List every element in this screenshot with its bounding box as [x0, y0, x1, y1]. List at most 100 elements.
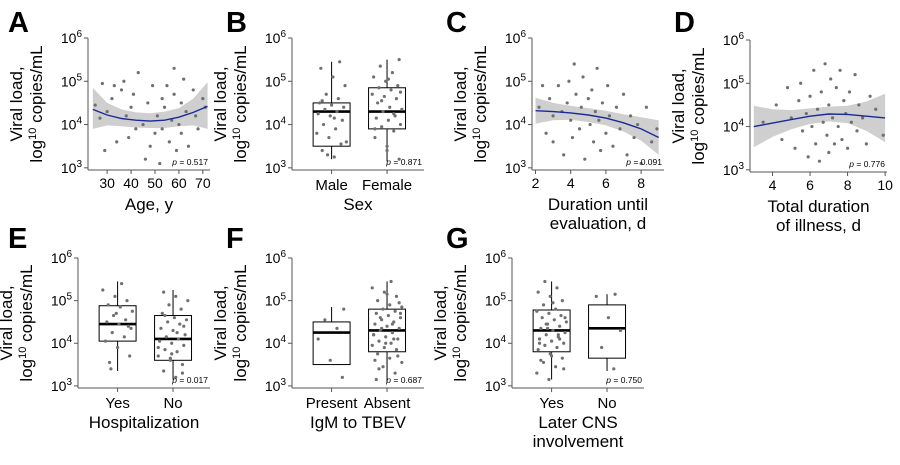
data-point [377, 86, 381, 90]
y-tick-label: 103 [61, 159, 83, 176]
data-point [539, 358, 543, 362]
data-point [612, 367, 616, 371]
data-point [554, 307, 558, 311]
data-point [810, 124, 814, 129]
data-point [174, 148, 179, 153]
data-point [607, 114, 612, 118]
data-point [827, 150, 831, 155]
data-point [194, 114, 198, 118]
data-point [855, 129, 859, 133]
panel-letter: A [8, 7, 29, 39]
data-point [316, 337, 320, 341]
data-point [857, 103, 861, 107]
data-point [325, 153, 330, 157]
category-label: No [163, 395, 182, 412]
panel-b: B Viral load,log10 copies/mL 103 104 105 106 M… [211, 7, 424, 214]
panel-letter: D [674, 7, 695, 39]
data-point [93, 103, 97, 107]
category-label: Yes [539, 395, 563, 412]
data-point [172, 66, 176, 70]
data-point [111, 313, 116, 318]
data-point [178, 322, 182, 326]
data-point [812, 68, 816, 72]
data-point [628, 114, 633, 118]
data-point [112, 84, 116, 88]
data-point [118, 305, 122, 309]
data-point [321, 122, 326, 127]
data-point [393, 309, 397, 313]
data-point [167, 303, 171, 307]
data-point [389, 341, 393, 345]
data-point [378, 316, 382, 320]
data-point [845, 146, 850, 150]
data-point [827, 103, 831, 107]
data-point [639, 161, 643, 166]
data-point [384, 335, 388, 339]
data-point [376, 101, 380, 105]
data-point [761, 120, 765, 124]
data-point [541, 303, 546, 307]
data-point [106, 303, 110, 307]
x-axis-label: Duration until [548, 195, 648, 214]
data-point [201, 96, 205, 101]
y-tick-label: 105 [61, 72, 83, 89]
data-point [817, 159, 822, 163]
data-point [390, 71, 395, 75]
data-point [823, 62, 827, 66]
data-point [611, 144, 615, 148]
data-point [168, 356, 172, 360]
data-point [175, 330, 179, 335]
data-point [107, 360, 112, 365]
data-point [567, 79, 571, 83]
data-point [814, 142, 818, 146]
data-point [171, 328, 175, 333]
panel-c: C Viral load,log10 copies/mL 103 104 105 106 2… [446, 7, 664, 233]
data-point [398, 316, 403, 320]
data-point [551, 114, 555, 118]
data-point [182, 343, 186, 347]
y-tick-label: 104 [485, 334, 507, 351]
y-tick-label: 105 [265, 72, 287, 89]
data-point [376, 299, 380, 303]
y-tick-label: 106 [61, 29, 83, 46]
data-point [393, 371, 397, 375]
data-point [543, 279, 547, 284]
data-point [398, 311, 403, 316]
data-point [385, 292, 389, 296]
data-point [539, 326, 543, 330]
x-axis-label: involvement [533, 432, 624, 451]
trend-line [753, 113, 886, 128]
data-point [127, 135, 131, 140]
data-point [129, 105, 133, 109]
y-axis-label-unit: log10 copies/mL [17, 264, 36, 381]
data-point [574, 92, 578, 96]
data-point [774, 103, 778, 107]
data-point [330, 103, 334, 107]
data-point [570, 135, 575, 140]
data-point [323, 318, 327, 322]
data-point [804, 111, 808, 116]
data-point [373, 135, 377, 140]
data-point [182, 77, 186, 81]
data-point [565, 101, 569, 105]
p-value: p = 0.776 [848, 159, 885, 169]
data-point [335, 109, 339, 114]
data-point [829, 77, 833, 81]
x-axis-label: IgM to TBEV [310, 413, 407, 432]
x-axis-label: of illness, d [776, 216, 861, 235]
data-point [163, 348, 167, 352]
data-point [606, 84, 610, 88]
data-point [115, 140, 119, 144]
data-point [100, 81, 104, 86]
data-point [380, 99, 384, 103]
data-point [124, 114, 128, 118]
confidence-band [92, 82, 208, 129]
data-point [116, 345, 120, 350]
data-point [563, 316, 567, 320]
data-point [316, 112, 320, 116]
data-point [394, 294, 399, 298]
x-tick-label: 40 [123, 175, 139, 191]
data-point [548, 294, 552, 298]
data-point [122, 335, 126, 339]
data-point [840, 137, 844, 142]
